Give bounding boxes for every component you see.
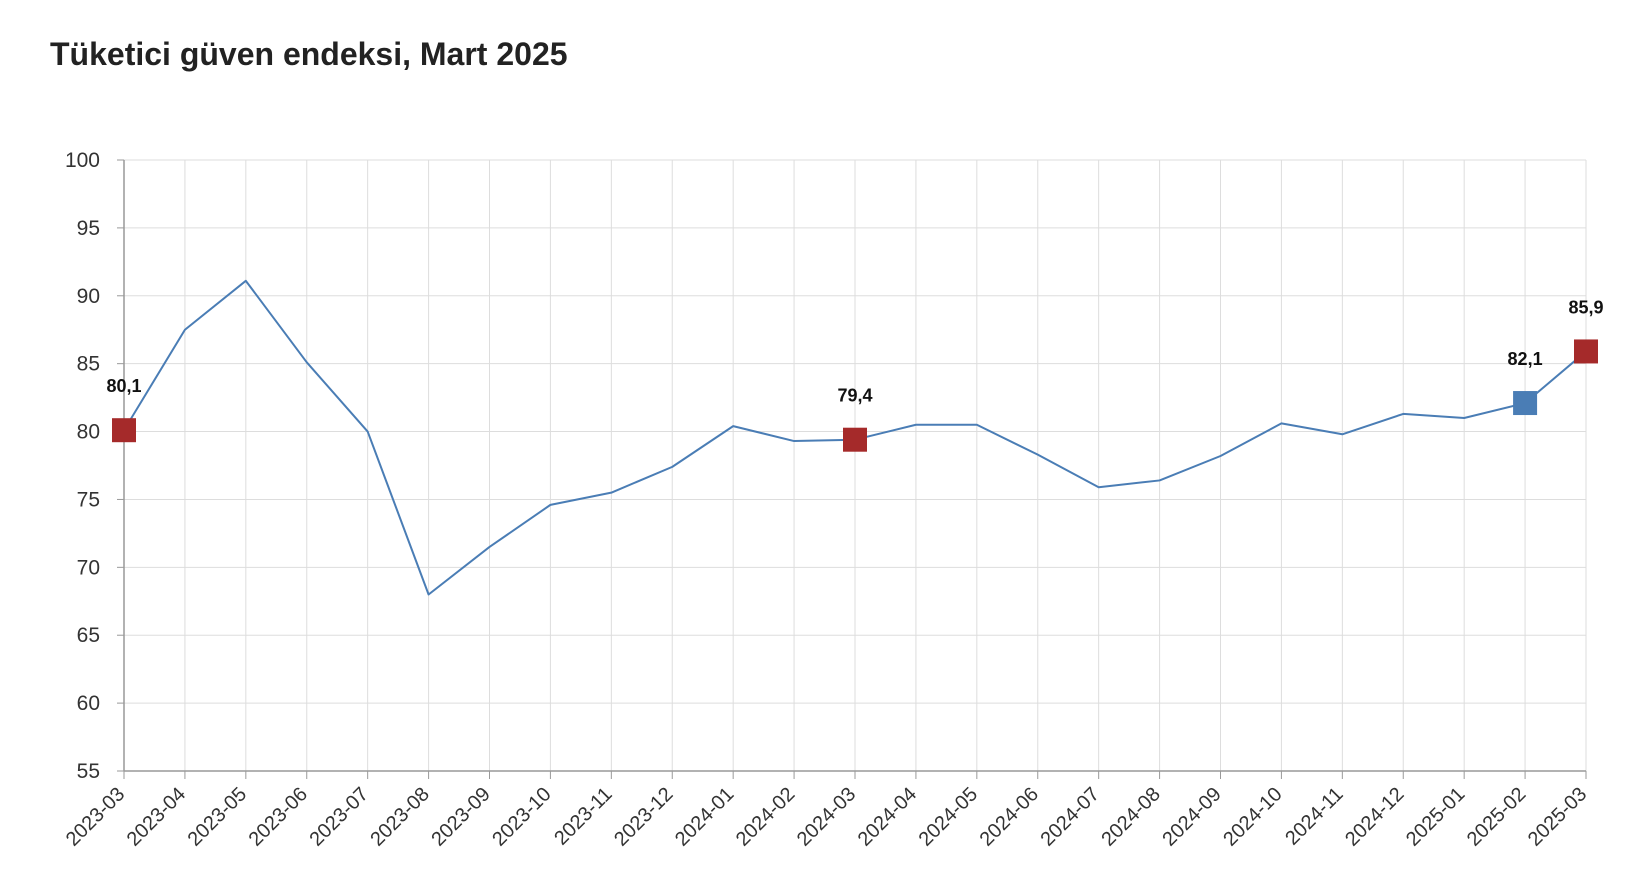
- x-tick-label: 2023-05: [184, 783, 251, 850]
- y-tick-label: 100: [65, 149, 100, 172]
- data-label: 85,9: [1568, 297, 1603, 317]
- y-tick-label: 65: [77, 624, 100, 647]
- x-tick-label: 2024-02: [732, 783, 799, 850]
- data-label: 80,1: [106, 376, 141, 396]
- y-tick-label: 85: [77, 353, 100, 376]
- y-tick-label: 60: [77, 692, 100, 715]
- x-tick-label: 2025-02: [1463, 783, 1530, 850]
- x-tick-label: 2024-10: [1219, 783, 1286, 850]
- x-tick-label: 2023-06: [245, 783, 312, 850]
- x-tick-label: 2023-03: [62, 783, 129, 850]
- grid-layer: [123, 159, 1587, 772]
- x-tick-label: 2024-01: [671, 783, 738, 850]
- x-tick-label: 2024-03: [793, 783, 860, 850]
- x-tick-label: 2024-12: [1341, 783, 1408, 850]
- label-layer: 80,1 79,4 82,1 85,9: [106, 297, 1603, 405]
- y-tick-label: 80: [77, 421, 100, 444]
- x-tick-label: 2024-04: [854, 783, 921, 850]
- x-tick-label: 2023-07: [305, 783, 372, 850]
- x-tick-label: 2024-05: [915, 783, 982, 850]
- y-tick-label: 55: [77, 760, 100, 783]
- x-tick-label: 2025-03: [1524, 783, 1591, 850]
- x-tick-label: 2023-09: [427, 783, 494, 850]
- x-tick-label: 2024-09: [1158, 783, 1225, 850]
- x-tick-label: 2023-12: [610, 783, 677, 850]
- x-tick-label: 2023-04: [123, 783, 190, 850]
- x-tick-label: 2023-08: [366, 783, 433, 850]
- y-tick-label: 70: [77, 556, 100, 579]
- x-tick-label: 2024-08: [1097, 783, 1164, 850]
- x-tick-label: 2024-07: [1036, 783, 1103, 850]
- y-tick-label: 75: [77, 488, 100, 511]
- highlight-marker: [1513, 391, 1538, 416]
- y-tick-label: 95: [77, 217, 100, 240]
- data-label: 79,4: [837, 386, 872, 406]
- x-tick-label: 2023-11: [550, 783, 616, 849]
- data-label: 82,1: [1508, 349, 1543, 369]
- x-tick-label: 2023-10: [488, 783, 555, 850]
- marker-layer: [112, 339, 1598, 452]
- highlight-marker: [112, 418, 136, 443]
- highlight-marker: [843, 427, 867, 452]
- chart-title: Tüketici güven endeksi, Mart 2025: [50, 36, 568, 72]
- x-tick-label: 2024-06: [976, 783, 1043, 850]
- highlight-marker: [1574, 339, 1598, 364]
- y-tick-label: 90: [77, 285, 100, 308]
- x-tick-label: 2024-11: [1281, 783, 1347, 849]
- x-tick-label: 2025-01: [1402, 783, 1469, 850]
